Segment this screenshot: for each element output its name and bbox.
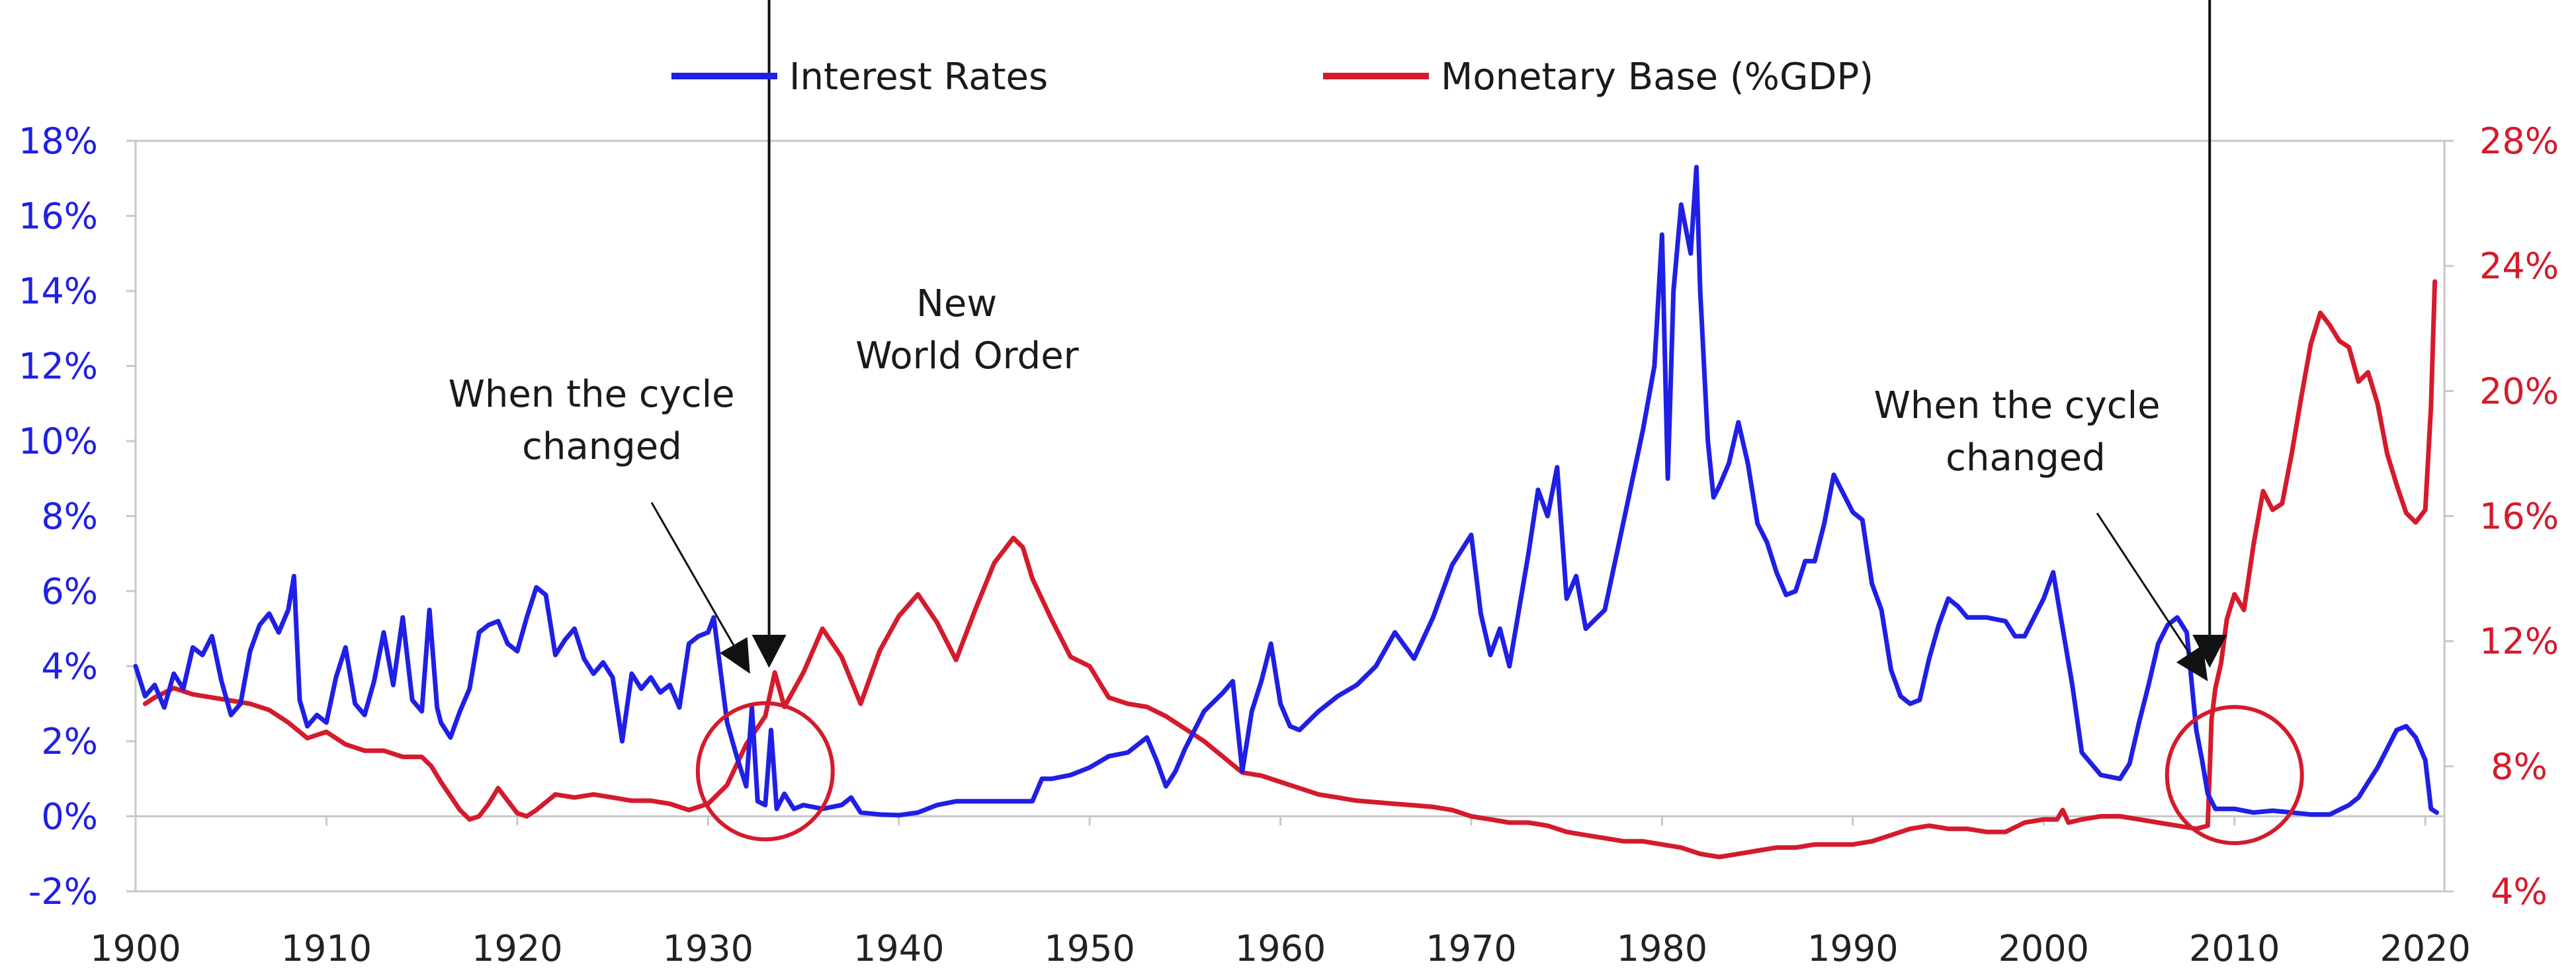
annotation-cycle-1: When the cycle changed — [449, 373, 747, 468]
series-lines — [133, 165, 2439, 860]
left-tick-label: 18% — [19, 120, 98, 162]
x-tick-label: 2010 — [2189, 928, 2280, 969]
annotation-new-world-order: New World Order — [855, 282, 1079, 378]
left-tick-label: 2% — [41, 721, 98, 762]
left-y-axis: -2% 0% 2% 4% 6% 8% 10% 12% 14% 16% 18% — [19, 120, 136, 913]
left-tick-label: 12% — [19, 346, 98, 387]
left-tick-label: 0% — [41, 796, 98, 838]
annotation-arrow-line — [650, 502, 735, 646]
x-tick-label: 2020 — [2380, 928, 2470, 969]
right-tick-label: 20% — [2479, 370, 2559, 412]
left-tick-label: 6% — [41, 571, 98, 612]
x-tick-label: 1980 — [1617, 928, 1707, 969]
x-tick-label: 1930 — [663, 928, 753, 969]
x-tick-label: 1970 — [1426, 928, 1516, 969]
right-tick-label: 16% — [2479, 496, 2559, 538]
x-tick-label: 1910 — [281, 928, 372, 969]
x-tick-label: 1960 — [1235, 928, 1326, 969]
down-arrowhead — [2192, 635, 2227, 668]
legend-label-interest-rates: Interest Rates — [789, 56, 1048, 99]
right-tick-label: 8% — [2491, 746, 2548, 788]
x-tick-label: 1900 — [90, 928, 181, 969]
down-arrowhead — [751, 635, 787, 668]
left-tick-label: 8% — [41, 496, 98, 538]
left-tick-label: 4% — [41, 646, 98, 688]
series-line-monetary-base-gdp — [142, 279, 2438, 860]
annotation-arrow-line — [2096, 512, 2191, 655]
x-tick-label: 1920 — [472, 928, 562, 969]
annotation-markers — [650, 0, 2304, 846]
x-tick-label: 1940 — [853, 928, 944, 969]
left-tick-label: 16% — [19, 196, 98, 237]
series-line-interest-rates — [133, 165, 2439, 818]
right-tick-label: 12% — [2479, 621, 2559, 663]
x-axis: 1900 1910 1920 1930 1940 1950 1960 1970 1980 1990… — [90, 816, 2471, 969]
annotation-arrowhead — [2176, 645, 2208, 682]
highlight-circle — [2165, 705, 2304, 846]
annotation-arrowhead — [720, 637, 750, 674]
right-y-axis: 4% 8% 12% 16% 20% 24% 28% — [2444, 120, 2559, 913]
x-tick-label: 2000 — [1998, 928, 2089, 969]
highlight-circle — [695, 701, 835, 842]
x-tick-label: 1990 — [1807, 928, 1898, 969]
left-tick-label: -2% — [28, 871, 98, 913]
right-tick-label: 4% — [2491, 871, 2548, 913]
left-tick-label: 10% — [19, 421, 98, 462]
legend-label-monetary-base: Monetary Base (%GDP) — [1441, 56, 1873, 99]
annotations: When the cycle changed New World Order W… — [449, 282, 2172, 479]
right-tick-label: 28% — [2479, 120, 2559, 162]
left-tick-label: 14% — [19, 270, 98, 312]
x-tick-label: 1950 — [1044, 928, 1135, 969]
legend: Interest Rates Monetary Base (%GDP) — [671, 56, 1873, 99]
right-tick-label: 24% — [2479, 245, 2559, 287]
annotation-cycle-2: When the cycle changed — [1874, 384, 2172, 479]
